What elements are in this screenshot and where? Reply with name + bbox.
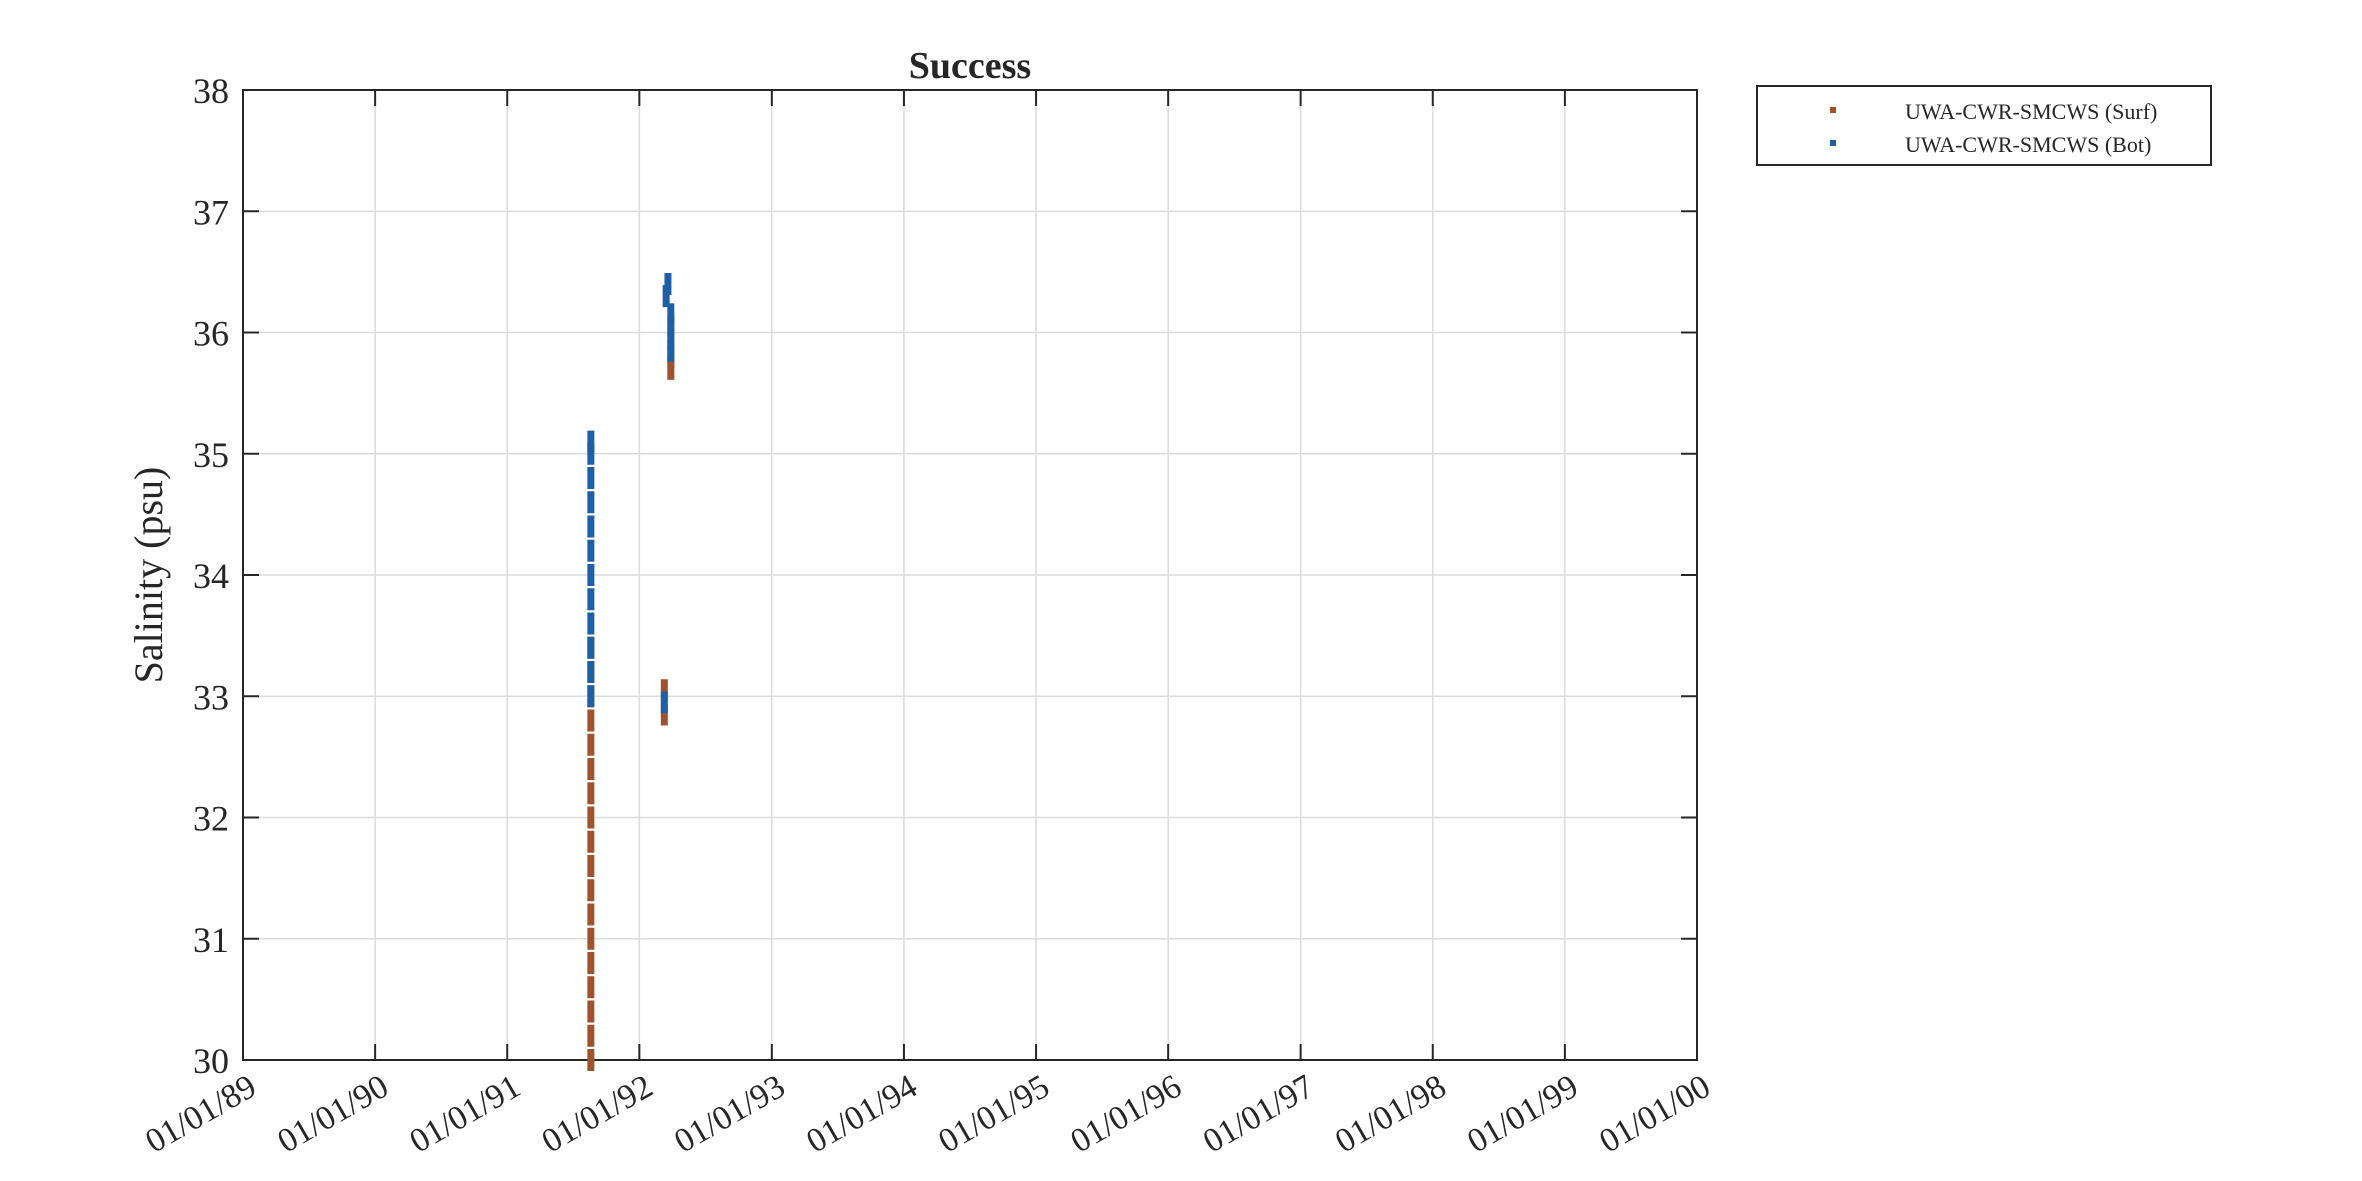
- data-point: [587, 782, 595, 805]
- data-point: [587, 830, 595, 853]
- data-point: [660, 691, 668, 714]
- data-point: [587, 1000, 595, 1023]
- data-point: [587, 430, 595, 453]
- data-point: [587, 612, 595, 635]
- data-point: [587, 927, 595, 950]
- y-tick-label: 33: [193, 677, 229, 717]
- y-axis-label: Salinity (psu): [126, 467, 171, 684]
- data-point: [587, 855, 595, 877]
- data-point: [587, 564, 595, 586]
- legend-box: [1756, 85, 2212, 166]
- y-tick-label: 35: [193, 435, 229, 475]
- data-point: [587, 903, 595, 926]
- legend: UWA-CWR-SMCWS (Surf) UWA-CWR-SMCWS (Bot): [1756, 85, 2212, 166]
- data-point: [587, 1024, 595, 1047]
- y-tick-label: 38: [193, 71, 229, 111]
- y-tick-label: 36: [193, 314, 229, 354]
- data-point: [587, 539, 595, 562]
- legend-swatch-surf: [1830, 107, 1836, 113]
- data-point: [587, 758, 595, 780]
- y-tick-label: 37: [193, 192, 229, 232]
- data-point: [667, 339, 675, 362]
- data-points: [587, 273, 675, 1071]
- data-point: [587, 733, 595, 756]
- data-point: [587, 976, 595, 999]
- legend-swatch-bot: [1830, 140, 1836, 146]
- data-point: [587, 879, 595, 902]
- y-tick-label: 30: [193, 1041, 229, 1081]
- data-point: [660, 679, 668, 702]
- legend-label-surf: UWA-CWR-SMCWS (Surf): [1905, 99, 2157, 124]
- data-point: [667, 357, 675, 380]
- y-tick-label: 32: [193, 799, 229, 839]
- data-point: [587, 806, 595, 829]
- data-point: [587, 442, 595, 465]
- data-point: [587, 467, 595, 489]
- data-point: [587, 685, 595, 708]
- chart-title: Success: [909, 45, 1031, 87]
- data-point: [664, 273, 672, 295]
- data-point: [587, 588, 595, 611]
- series-bot: [587, 273, 675, 714]
- y-tick-label: 31: [193, 920, 229, 960]
- data-point: [667, 327, 675, 350]
- data-point: [587, 491, 595, 514]
- data-point: [662, 285, 670, 308]
- data-point: [660, 703, 668, 726]
- data-point: [667, 315, 675, 338]
- data-point: [667, 303, 675, 326]
- data-point: [587, 1049, 595, 1071]
- data-point: [587, 636, 595, 659]
- data-point: [587, 661, 595, 683]
- data-point: [587, 709, 595, 732]
- data-point: [587, 515, 595, 538]
- legend-label-bot: UWA-CWR-SMCWS (Bot): [1905, 132, 2151, 157]
- data-point: [587, 952, 595, 974]
- y-tick-label: 34: [193, 556, 229, 596]
